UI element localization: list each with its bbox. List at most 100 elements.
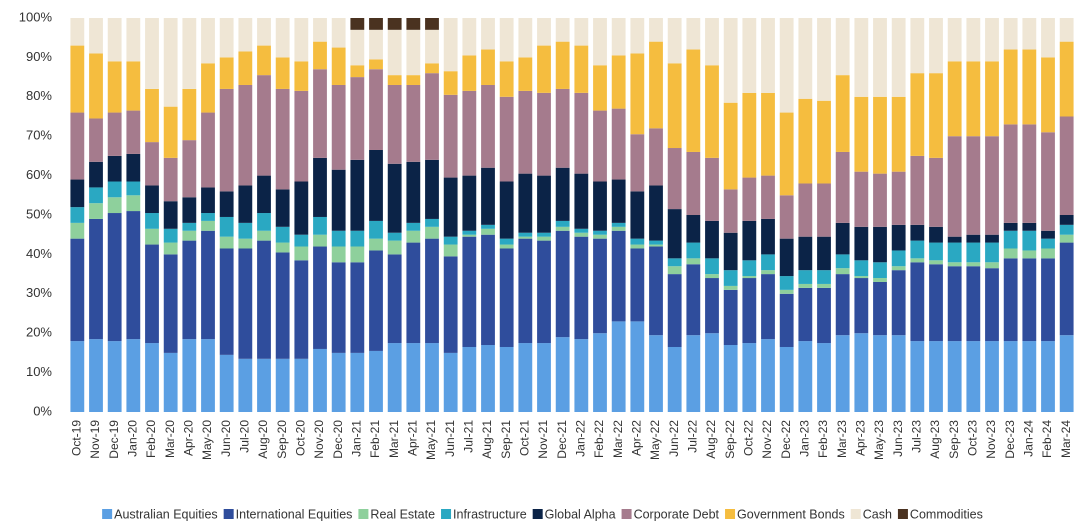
bar-segment: [686, 258, 701, 265]
bar-segment: [481, 224, 495, 229]
bar-segment: [387, 240, 402, 255]
bar-segment: [443, 236, 458, 245]
bar-segment: [574, 45, 589, 93]
bar-segment: [238, 238, 253, 249]
x-tick-label: Jun-22: [667, 420, 681, 457]
bar-segment: [929, 242, 943, 261]
bar-segment: [835, 18, 850, 76]
bar-segment: [313, 18, 327, 42]
bar-segment: [686, 242, 701, 259]
bar-segment: [126, 61, 141, 111]
bar-segment: [387, 18, 402, 30]
bar-segment: [443, 71, 458, 95]
bar-segment: [294, 234, 309, 247]
bar-segment: [499, 18, 514, 62]
bar-segment: [1022, 49, 1037, 125]
bar-segment: [555, 226, 570, 231]
bar-segment: [798, 236, 813, 271]
bar-segment: [219, 354, 234, 412]
bar-segment: [163, 352, 178, 412]
x-tick-label: Jun-23: [891, 420, 905, 457]
x-tick-label: Jan-22: [574, 420, 588, 457]
bar-segment: [1022, 222, 1037, 231]
bar-segment: [947, 136, 962, 237]
bar-segment: [145, 142, 159, 186]
bar-segment: [667, 148, 682, 210]
bar-segment: [686, 49, 701, 152]
bar-segment: [406, 343, 421, 412]
bar-segment: [873, 262, 887, 279]
bar-segment: [985, 268, 999, 342]
bar-segment: [145, 244, 159, 344]
bar-segment: [947, 61, 962, 137]
bar-segment: [630, 134, 645, 192]
bar-segment: [163, 106, 178, 158]
bar-segment: [649, 41, 663, 129]
y-tick-label: 100%: [19, 9, 53, 24]
x-tick-label: Dec-23: [1003, 420, 1017, 459]
bar-segment: [742, 177, 757, 221]
x-tick-label: Dec-21: [555, 420, 569, 459]
bar-segment: [779, 293, 794, 347]
bar-segment: [89, 18, 103, 54]
bar-segment: [369, 350, 383, 412]
legend: Australian Equities International Equitie…: [102, 507, 983, 521]
bar-segment: [1059, 234, 1074, 243]
bar-segment: [910, 262, 925, 342]
x-tick-label: Jul-22: [686, 420, 700, 453]
bar-segment: [89, 339, 103, 412]
bar-segment: [537, 18, 551, 46]
bar-segment: [145, 18, 159, 89]
bar-segment: [873, 226, 887, 263]
bar-segment: [481, 234, 495, 346]
bar-segment: [89, 187, 103, 204]
bar-segment: [1059, 18, 1074, 42]
x-tick-label: Nov-19: [88, 420, 102, 459]
legend-swatch: [532, 509, 543, 519]
y-tick-label: 70%: [26, 128, 52, 143]
bar-segment: [985, 341, 999, 412]
bar-segment: [873, 281, 887, 336]
bar-segment: [723, 189, 738, 233]
bar-segment: [443, 256, 458, 353]
bar-segment: [966, 18, 981, 62]
y-tick-label: 20%: [26, 325, 52, 340]
bar-segment: [1059, 215, 1074, 225]
bar-segment: [686, 215, 701, 243]
y-tick-label: 60%: [26, 167, 52, 182]
x-tick-label: May-21: [424, 420, 438, 460]
bar-segment: [182, 88, 197, 141]
bar-segment: [481, 18, 495, 50]
bar-segment: [1041, 341, 1055, 412]
bar-segment: [89, 161, 103, 188]
x-tick-label: Feb-23: [816, 420, 830, 458]
bar-segment: [107, 155, 122, 182]
bar-segment: [425, 218, 439, 227]
x-tick-label: Nov-23: [984, 420, 998, 459]
bar-segment: [667, 266, 682, 275]
bar-segment: [985, 136, 999, 235]
bar-segment: [649, 185, 663, 241]
bar-segment: [835, 268, 850, 275]
bar-segment: [891, 18, 906, 97]
bar-segment: [649, 335, 663, 412]
bar-segment: [929, 226, 943, 243]
bar-segment: [854, 18, 869, 97]
bar-segment: [723, 345, 738, 412]
x-tick-label: Jul-23: [910, 420, 924, 453]
bar-segment: [182, 140, 197, 198]
x-tick-label: Jan-23: [798, 420, 812, 457]
bar-segment: [929, 157, 943, 227]
bar-segment: [369, 59, 383, 70]
legend-item: Global Alpha: [532, 507, 616, 521]
bar-segment: [499, 346, 514, 412]
bar-segment: [779, 276, 794, 290]
bar-segment: [387, 254, 402, 344]
bar-segment: [387, 343, 402, 412]
bar-segment: [238, 51, 253, 85]
bar-segment: [742, 343, 757, 412]
bar-segment: [387, 29, 402, 76]
bar-segment: [369, 29, 383, 60]
bar-segment: [667, 209, 682, 259]
x-tick-label: Dec-20: [331, 420, 345, 459]
